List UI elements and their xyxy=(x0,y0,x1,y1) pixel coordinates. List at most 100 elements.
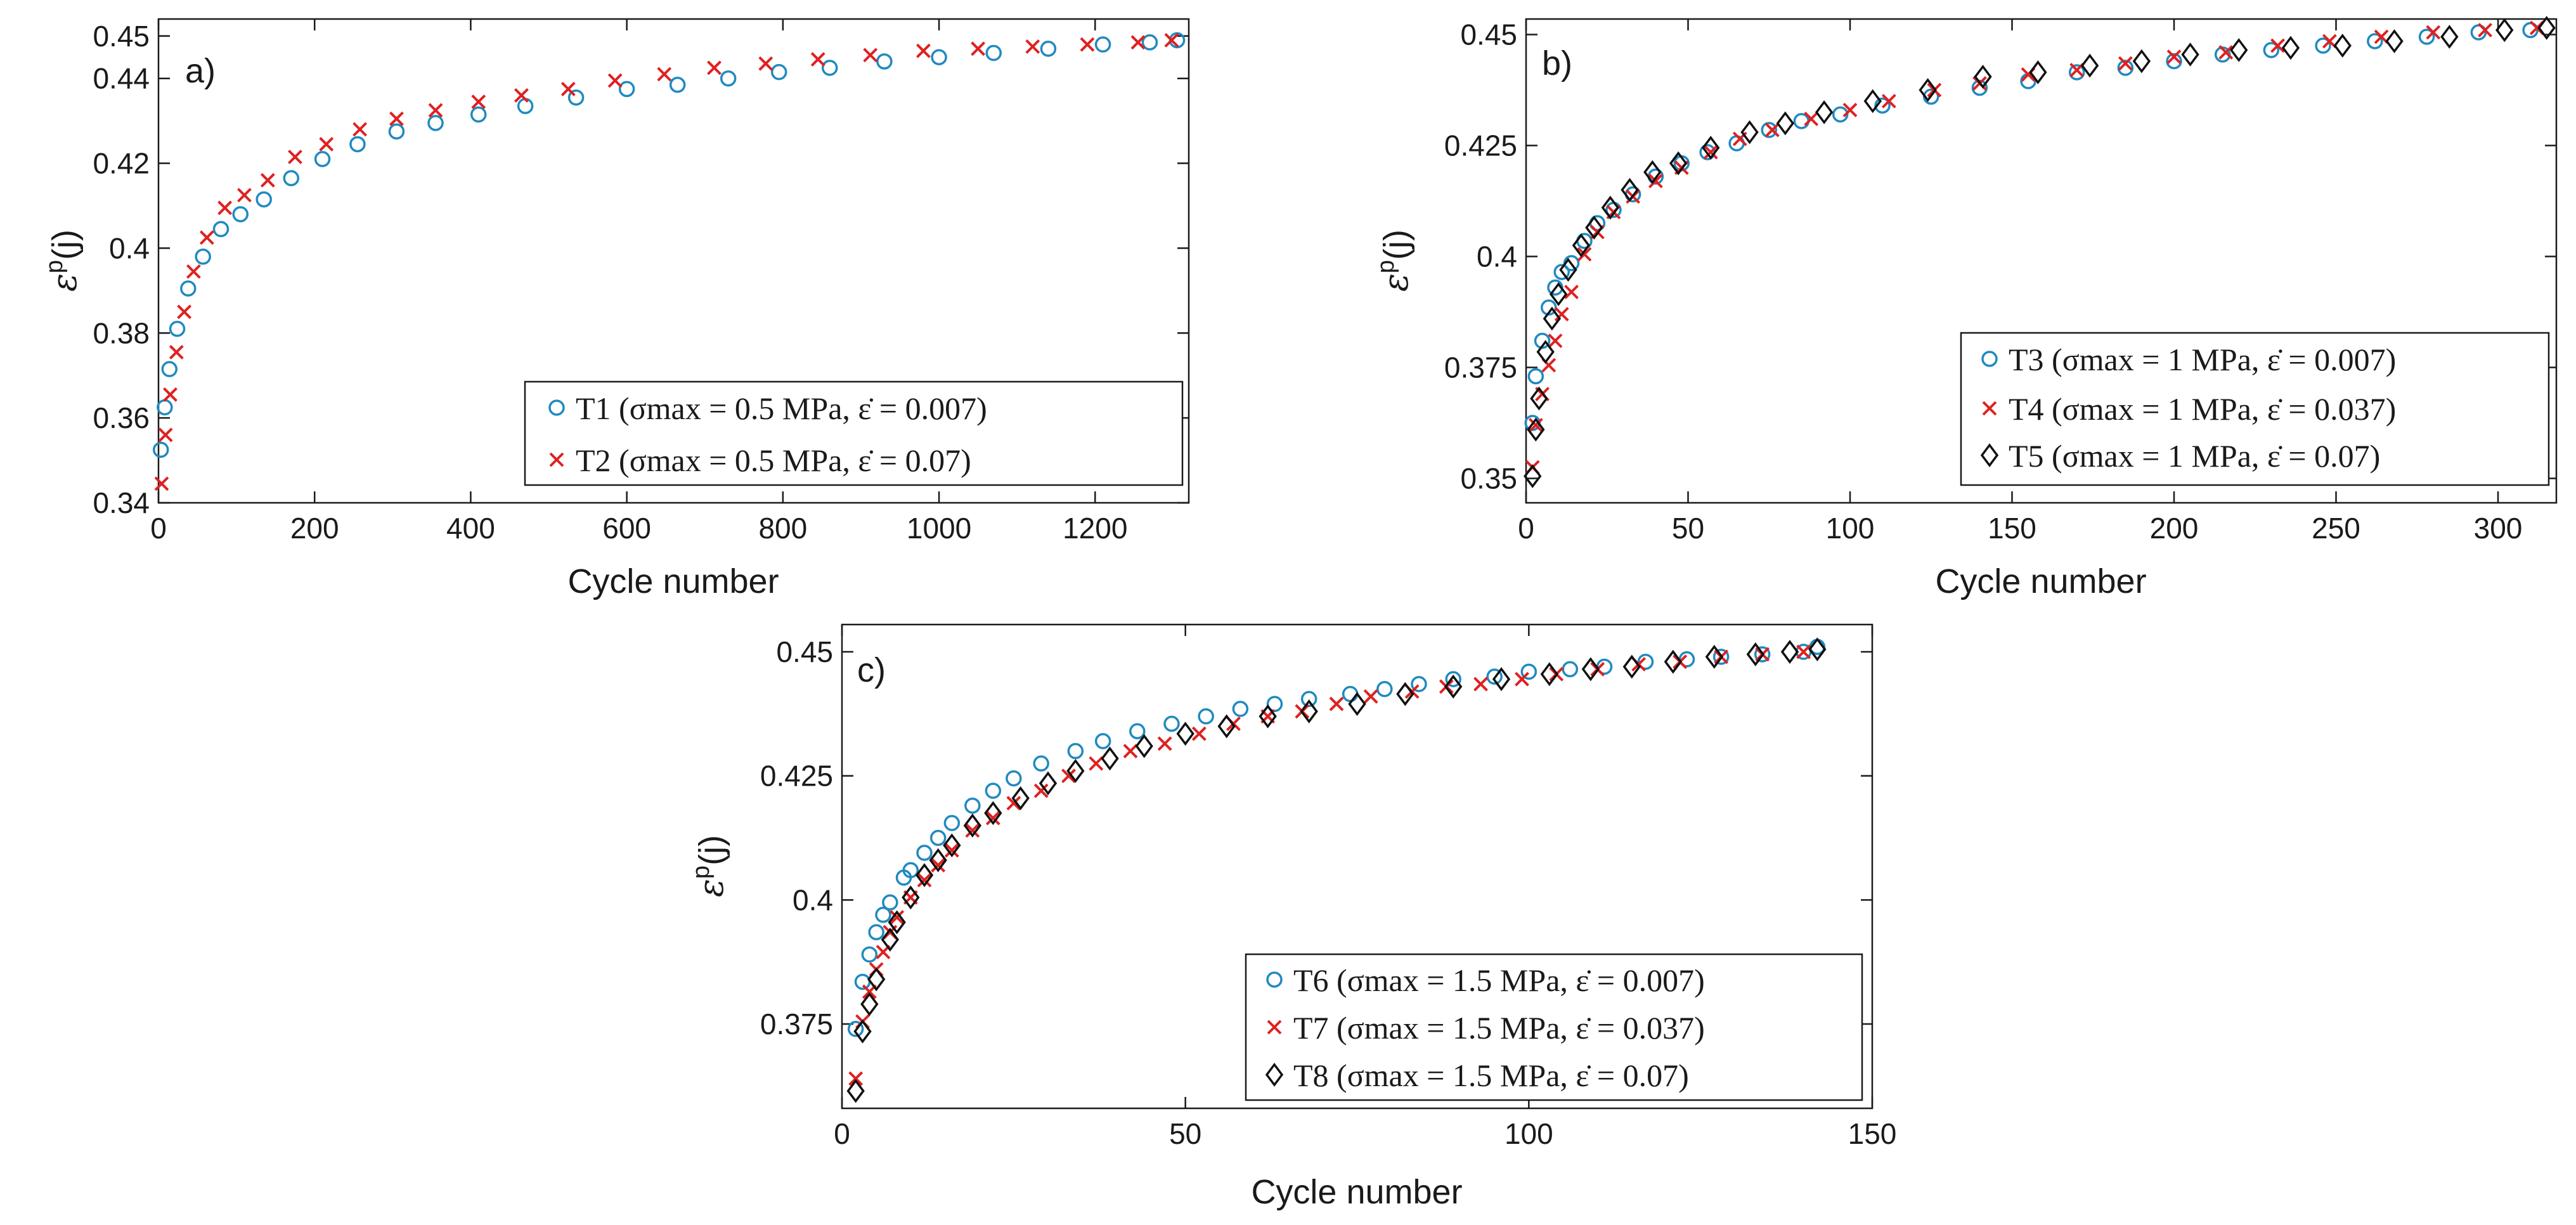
data-point-cross xyxy=(154,476,169,491)
data-point-cross xyxy=(1577,247,1592,262)
data-point-circle xyxy=(314,151,331,167)
data-point-circle xyxy=(256,191,272,208)
data-point-diamond xyxy=(2333,34,2352,58)
tick-marks xyxy=(1525,19,2556,503)
data-point-diamond xyxy=(984,801,1002,826)
data-point-diamond xyxy=(1776,111,1794,136)
y-axis-label-index: (j) xyxy=(1377,230,1415,260)
y-tick-label: 0.45 xyxy=(93,20,150,53)
data-point-circle xyxy=(180,280,197,297)
data-point-diamond xyxy=(1543,306,1562,331)
data-point-cross xyxy=(2426,25,2441,40)
data-point-circle xyxy=(161,361,178,377)
data-point-circle xyxy=(1094,36,1111,53)
data-point-circle xyxy=(868,924,884,940)
data-point-cross xyxy=(353,122,368,137)
data-point-diamond xyxy=(1527,417,1545,442)
data-point-diamond xyxy=(881,928,900,952)
legend: T1 (σmax = 0.5 MPa, ε̇ = 0.007) T2 (σmax… xyxy=(524,380,1184,486)
data-point-diamond xyxy=(915,863,934,888)
data-point-cross xyxy=(607,73,623,88)
data-point-diamond xyxy=(1702,136,1720,160)
data-point-cross xyxy=(2218,45,2234,60)
y-axis-label-symbol: ε xyxy=(44,273,84,292)
y-tick-label: 0.375 xyxy=(760,1008,833,1040)
data-point-cross xyxy=(985,810,1000,826)
x-tick-label: 200 xyxy=(290,512,339,545)
data-point-circle xyxy=(943,815,961,831)
data-point-diamond xyxy=(1863,89,1882,113)
data-point-cross xyxy=(1764,122,1780,138)
data-point-cross xyxy=(1796,644,1811,659)
y-tick-label: 0.425 xyxy=(760,760,833,793)
y-tick-label: 0.35 xyxy=(1460,462,1517,495)
data-point-diamond xyxy=(2495,18,2514,42)
data-point-cross xyxy=(810,52,825,67)
data-point-circle xyxy=(669,76,686,93)
data-point-circle xyxy=(2263,42,2280,58)
data-point-diamond xyxy=(1622,654,1641,679)
data-point-circle xyxy=(854,973,871,990)
data-point-cross xyxy=(1080,37,1095,52)
legend-marker-circle xyxy=(1266,971,1283,988)
plot-frame xyxy=(841,623,1874,1110)
data-point-cross xyxy=(1548,334,1563,348)
panel-label: b) xyxy=(1542,44,1572,82)
legend: T3 (σmax = 1 MPa, ε̇ = 0.007) T4 (σmax =… xyxy=(1960,332,2550,486)
data-point-cross xyxy=(1061,768,1076,784)
panel-label: c) xyxy=(857,651,886,689)
data-point-circle xyxy=(931,49,947,65)
data-point-diamond xyxy=(1540,662,1559,687)
data-point-cross xyxy=(217,200,233,216)
data-point-cross xyxy=(428,103,443,118)
chart-panel-b: 0 50 100 150 200 250 300 0.35 0.375 0.4 0.425 0.45… xyxy=(1373,16,2558,600)
data-point-diamond xyxy=(943,833,961,858)
data-point-circle xyxy=(169,320,186,337)
data-point-diamond xyxy=(1581,657,1600,682)
data-point-cross xyxy=(237,188,252,203)
data-point-diamond xyxy=(963,813,982,838)
data-point-cross xyxy=(1164,33,1179,48)
legend-entry-t3: T3 (σmax = 1 MPa, ε̇ = 0.007) xyxy=(2009,342,2396,377)
data-point-cross xyxy=(199,230,214,245)
chart-panel-a: 0 200 400 600 800 1000 1200 0.34 0.36 0.38 0.4 0.4… xyxy=(41,18,1190,600)
data-points xyxy=(152,32,1186,491)
data-point-circle xyxy=(567,89,585,106)
data-point-diamond xyxy=(2080,53,2099,78)
data-point-cross xyxy=(758,56,773,71)
y-tick-label: 0.375 xyxy=(1444,351,1517,384)
svg-text:εp(j): εp(j) xyxy=(1373,230,1416,292)
data-point-diamond xyxy=(2385,29,2404,53)
data-point-cross xyxy=(1363,689,1378,704)
data-point-cross xyxy=(1515,671,1529,687)
data-point-circle xyxy=(1874,97,1891,114)
data-point-cross xyxy=(1191,726,1207,741)
data-point-cross xyxy=(917,872,932,888)
y-tick-label: 0.4 xyxy=(1477,240,1517,273)
data-point-diamond xyxy=(1300,699,1318,723)
y-tick-label: 0.44 xyxy=(93,62,150,95)
data-point-circle xyxy=(1141,34,1158,51)
data-point-cross xyxy=(471,94,486,109)
data-point-diamond xyxy=(1664,649,1683,674)
y-tick-label: 0.4 xyxy=(793,883,833,916)
data-point-circle xyxy=(985,44,1002,62)
data-point-diamond xyxy=(867,967,886,992)
data-point-cross xyxy=(931,858,946,872)
data-point-diamond xyxy=(1643,160,1662,185)
data-point-cross xyxy=(1089,756,1104,771)
legend-marker-cross xyxy=(1982,401,1997,416)
data-point-cross xyxy=(848,1071,864,1086)
data-point-cross xyxy=(560,82,576,96)
y-tick-label: 0.34 xyxy=(93,486,150,519)
data-point-circle xyxy=(1300,690,1317,708)
legend: T6 (σmax = 1.5 MPa, ε̇ = 0.007) T7 (σmax… xyxy=(1245,953,1863,1101)
x-tick-label: 50 xyxy=(1672,512,1704,545)
data-point-diamond xyxy=(2029,60,2047,84)
data-point-cross xyxy=(916,43,931,58)
data-point-circle xyxy=(1637,653,1654,670)
data-point-cross xyxy=(2478,23,2492,37)
data-point-cross xyxy=(158,427,173,443)
data-point-cross xyxy=(1025,39,1040,54)
data-point-diamond xyxy=(860,992,879,1016)
